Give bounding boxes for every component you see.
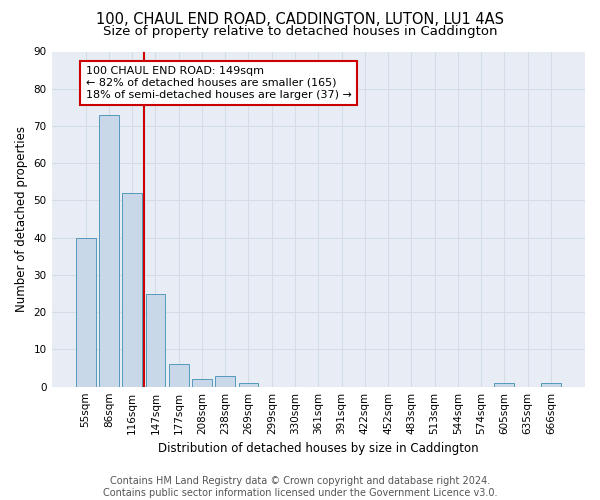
- Text: Contains HM Land Registry data © Crown copyright and database right 2024.
Contai: Contains HM Land Registry data © Crown c…: [103, 476, 497, 498]
- Bar: [146, 294, 166, 386]
- Bar: [239, 383, 259, 386]
- Bar: [541, 383, 561, 386]
- Bar: [215, 376, 235, 386]
- Text: Size of property relative to detached houses in Caddington: Size of property relative to detached ho…: [103, 25, 497, 38]
- Bar: [169, 364, 188, 386]
- Y-axis label: Number of detached properties: Number of detached properties: [15, 126, 28, 312]
- X-axis label: Distribution of detached houses by size in Caddington: Distribution of detached houses by size …: [158, 442, 479, 455]
- Text: 100, CHAUL END ROAD, CADDINGTON, LUTON, LU1 4AS: 100, CHAUL END ROAD, CADDINGTON, LUTON, …: [96, 12, 504, 28]
- Bar: [192, 379, 212, 386]
- Text: 100 CHAUL END ROAD: 149sqm
← 82% of detached houses are smaller (165)
18% of sem: 100 CHAUL END ROAD: 149sqm ← 82% of deta…: [86, 66, 352, 100]
- Bar: [122, 193, 142, 386]
- Bar: [99, 115, 119, 386]
- Bar: [494, 383, 514, 386]
- Bar: [76, 238, 95, 386]
